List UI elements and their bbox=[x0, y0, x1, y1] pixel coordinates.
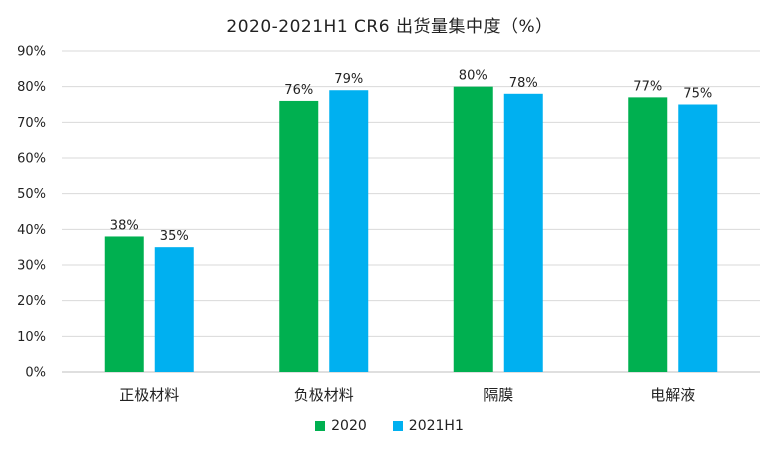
bar-2021h1-1[interactable] bbox=[329, 90, 369, 372]
legend-swatch-2020 bbox=[315, 421, 326, 431]
data-label-2021h1-3: 75% bbox=[683, 87, 712, 102]
bars bbox=[104, 86, 718, 373]
data-label-2020-0: 38% bbox=[110, 218, 139, 233]
data-label-2021h1-0: 35% bbox=[160, 229, 189, 244]
bar-2020-0[interactable] bbox=[104, 236, 144, 372]
y-tick-label: 10% bbox=[17, 330, 46, 345]
data-label-2021h1-2: 78% bbox=[509, 76, 538, 91]
legend-item-2020[interactable]: 2020 bbox=[315, 418, 367, 434]
bar-2021h1-2[interactable] bbox=[503, 93, 543, 373]
x-tick-label: 隔膜 bbox=[483, 386, 513, 404]
legend: 2020 2021H1 bbox=[0, 418, 779, 434]
bar-2021h1-0[interactable] bbox=[154, 247, 194, 372]
legend-swatch-2021h1 bbox=[392, 421, 403, 431]
data-label-2020-1: 76% bbox=[284, 83, 313, 98]
bar-2020-2[interactable] bbox=[453, 86, 493, 373]
data-label-2020-3: 77% bbox=[633, 79, 662, 94]
x-axis: 正极材料 负极材料 隔膜 电解液 bbox=[119, 386, 695, 404]
y-tick-label: 70% bbox=[17, 116, 46, 131]
y-tick-label: 90% bbox=[17, 45, 46, 60]
legend-item-2021h1[interactable]: 2021H1 bbox=[392, 418, 464, 434]
legend-label-2020: 2020 bbox=[331, 418, 367, 434]
x-tick-label: 电解液 bbox=[650, 386, 695, 404]
data-label-2021h1-1: 79% bbox=[334, 72, 363, 87]
y-tick-label: 60% bbox=[17, 152, 46, 167]
chart-title: 2020-2021H1 CR6 出货量集中度（%） bbox=[226, 17, 553, 37]
y-tick-label: 20% bbox=[17, 294, 46, 309]
data-labels: 38% 35% 76% 79% 80% 78% 77% 75% bbox=[110, 69, 712, 245]
y-tick-label: 80% bbox=[17, 80, 46, 95]
y-tick-label: 30% bbox=[17, 259, 46, 274]
legend-label-2021h1: 2021H1 bbox=[408, 418, 464, 434]
data-label-2020-2: 80% bbox=[459, 69, 488, 84]
bar-2020-1[interactable] bbox=[279, 100, 319, 372]
bar-2020-3[interactable] bbox=[628, 97, 668, 372]
y-tick-label: 0% bbox=[25, 366, 46, 381]
y-tick-label: 40% bbox=[17, 223, 46, 238]
x-tick-label: 负极材料 bbox=[294, 386, 354, 404]
x-tick-label: 正极材料 bbox=[119, 386, 179, 404]
y-axis: 0% 10% 20% 30% 40% 50% 60% 70% 80% 90% bbox=[17, 45, 46, 381]
y-tick-label: 50% bbox=[17, 187, 46, 202]
bar-2021h1-3[interactable] bbox=[678, 104, 718, 373]
